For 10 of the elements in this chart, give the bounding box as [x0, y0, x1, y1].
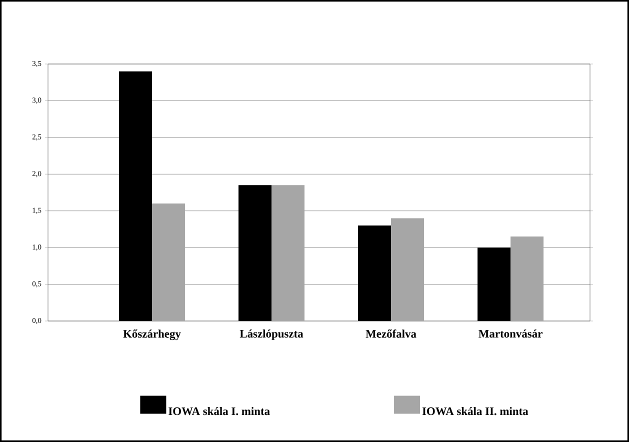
- x-tick-label: Kőszárhegy: [123, 330, 181, 340]
- bar: [478, 248, 511, 321]
- legend-label: IOWA skála II. minta: [422, 407, 528, 416]
- bar: [118, 71, 152, 321]
- bar: [358, 226, 392, 321]
- x-tick-label: Martonvásár: [478, 330, 542, 338]
- x-tick-label: Mezőfalva: [366, 330, 416, 338]
- legend-label: IOWA skála I. minta: [168, 407, 270, 416]
- x-tick-label: Lászlópuszta: [240, 330, 304, 340]
- bar: [238, 185, 272, 321]
